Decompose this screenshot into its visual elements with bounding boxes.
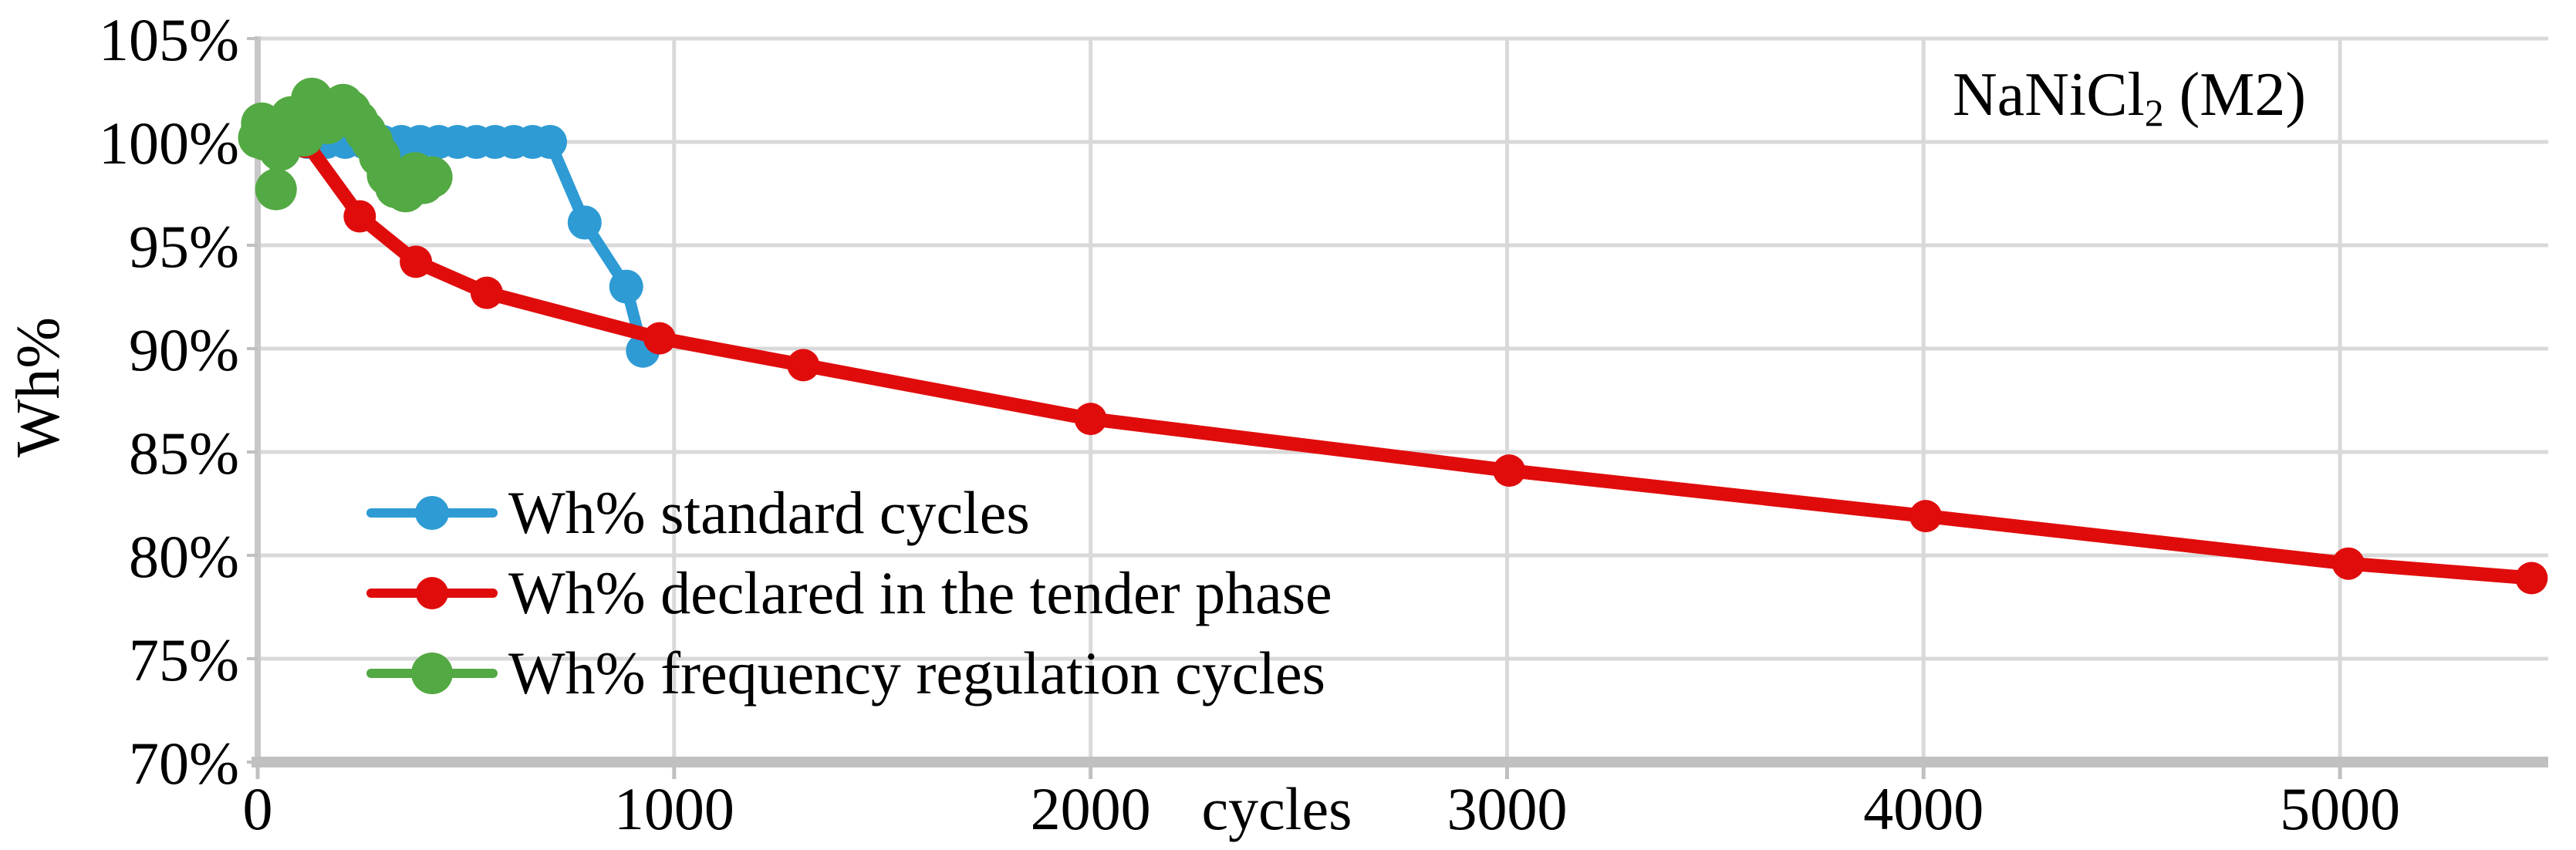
y-tick-label: 75% [129,626,239,693]
annotation-subscript: 2 [2144,91,2164,134]
annotation-suffix: (M2) [2163,61,2307,129]
legend-dot-green [411,653,453,694]
data-point-1 [1493,454,1526,487]
data-point-1 [787,349,820,382]
legend-line-marker-green [366,653,498,694]
data-point-1 [643,322,676,355]
data-point-1 [400,245,433,278]
chart-annotation: NaNiCl2 (M2) [1898,60,2361,135]
legend-label: Wh% declared in the tender phase [508,559,1332,626]
x-axis-title: cycles [1202,775,1352,842]
legend: Wh% standard cycles Wh% declared in the … [366,478,1332,708]
x-tick-label: 2000 [1031,775,1151,842]
data-point-0 [609,269,643,304]
data-point-2 [410,156,453,198]
data-point-1 [1074,403,1107,436]
x-tick-label: 4000 [1863,775,1983,842]
y-tick-label: 70% [129,730,239,797]
data-point-1 [343,200,376,233]
x-tick-label: 0 [243,775,273,842]
y-tick-label: 80% [129,523,239,590]
x-tick-label: 1000 [614,775,734,842]
y-tick-label: 90% [129,316,239,383]
y-tick-label: 95% [129,213,239,280]
data-point-1 [2331,547,2365,580]
plot-generated-layer: 105% 100% 95% 90% 85% 80% 75% 70%0 1000 2000 3000 4… [99,6,2548,842]
x-tick-label: 3000 [1447,775,1567,842]
data-point-1 [2515,562,2548,595]
legend-dot-blue [415,496,449,530]
data-point-0 [567,205,602,240]
x-tick-label: 5000 [2280,775,2400,842]
legend-item-standard-cycles: Wh% standard cycles [366,478,1332,548]
legend-line-marker-red [366,577,498,609]
legend-dot-red [416,577,448,609]
legend-item-declared-tender-phase: Wh% declared in the tender phase [366,558,1332,628]
legend-label: Wh% frequency regulation cycles [508,639,1326,707]
legend-label: Wh% standard cycles [508,479,1030,546]
annotation-prefix: NaNiCl [1952,61,2145,129]
y-tick-label: 100% [99,110,239,177]
y-axis-title: Wh% [5,316,73,458]
y-tick-label: 105% [99,6,239,73]
data-point-0 [533,125,567,159]
data-point-1 [1909,500,1942,533]
data-point-1 [470,276,503,309]
legend-line-marker-blue [366,496,498,530]
data-point-2 [255,168,297,211]
legend-item-frequency-regulation: Wh% frequency regulation cycles [366,639,1332,708]
y-tick-label: 85% [129,420,239,487]
